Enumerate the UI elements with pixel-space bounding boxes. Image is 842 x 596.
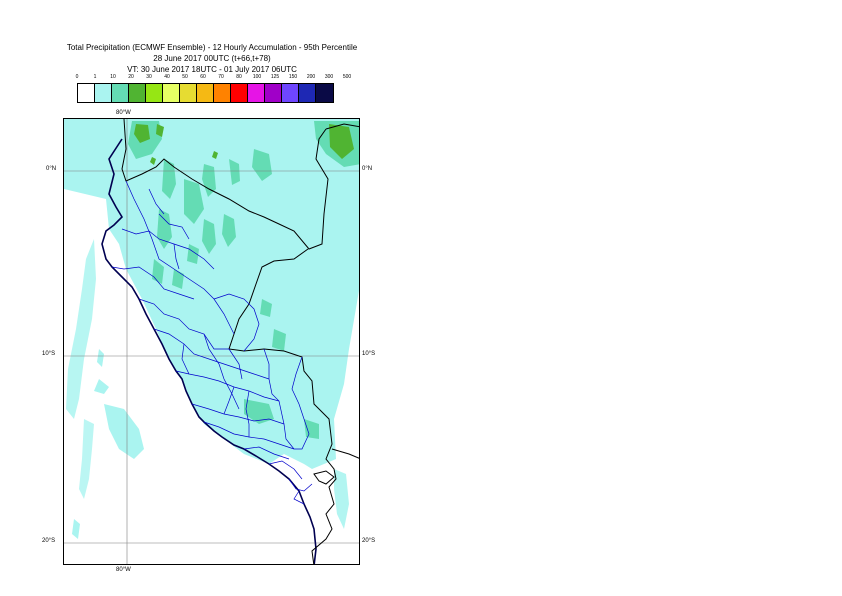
- legend-swatch: [248, 84, 265, 102]
- legend-label: 150: [288, 74, 298, 80]
- precipitation-map: [63, 118, 360, 565]
- legend-label: 80: [236, 74, 242, 80]
- color-legend: [77, 83, 334, 103]
- legend-label: 125: [270, 74, 280, 80]
- national-borders: [121, 119, 359, 564]
- legend-label: 1: [93, 74, 97, 80]
- legend-label: 500: [342, 74, 352, 80]
- legend-swatch: [78, 84, 95, 102]
- legend-swatch: [214, 84, 231, 102]
- lat-label-left-0: 0°N: [46, 166, 57, 172]
- legend-label: 200: [306, 74, 316, 80]
- legend-swatch: [282, 84, 299, 102]
- legend-label: 0: [75, 74, 79, 80]
- legend-swatch: [299, 84, 316, 102]
- map-svg: [64, 119, 359, 564]
- chart-title: Total Precipitation (ECMWF Ensemble) - 1…: [66, 43, 358, 52]
- legend-label: 70: [218, 74, 224, 80]
- legend-labels: 0 1 10 20 30 40 50 60 70 80 100 125 150 200 300 500: [0, 74, 842, 84]
- legend-label: 300: [324, 74, 334, 80]
- legend-swatch: [146, 84, 163, 102]
- coastline: [101, 138, 317, 564]
- precip-heavy: [134, 124, 354, 165]
- valid-time: VT: 30 June 2017 18UTC - 01 July 2017 06…: [127, 65, 297, 74]
- legend-swatch: [231, 84, 248, 102]
- legend-swatch: [265, 84, 282, 102]
- run-time: 28 June 2017 00UTC (t+66,t+78): [153, 54, 271, 63]
- legend-swatch: [95, 84, 112, 102]
- legend-label: 40: [164, 74, 170, 80]
- admin-boundaries: [111, 180, 313, 505]
- legend-swatch: [112, 84, 129, 102]
- lat-label-right-10s: 10°S: [362, 351, 376, 357]
- legend-swatch: [129, 84, 146, 102]
- legend-swatch: [316, 84, 333, 102]
- legend-label: 50: [182, 74, 188, 80]
- lat-label-left-20s: 20°S: [42, 538, 56, 544]
- legend-label: 100: [252, 74, 262, 80]
- lon-label-top: 80°W: [116, 110, 131, 116]
- legend-label: 60: [200, 74, 206, 80]
- lat-label-right-0: 0°N: [362, 166, 373, 172]
- legend-swatch: [163, 84, 180, 102]
- legend-label: 30: [146, 74, 152, 80]
- legend-label: 20: [128, 74, 134, 80]
- legend-swatch: [180, 84, 197, 102]
- lat-label-left-10s: 10°S: [42, 351, 56, 357]
- legend-swatch: [197, 84, 214, 102]
- legend-label: 10: [110, 74, 116, 80]
- lon-label-bottom: 80°W: [116, 567, 131, 573]
- lat-label-right-20s: 20°S: [362, 538, 376, 544]
